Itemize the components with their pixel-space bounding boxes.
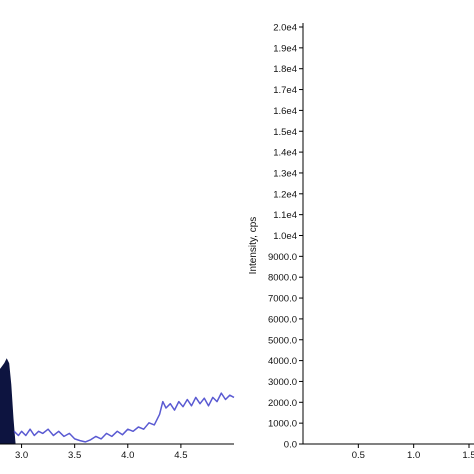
right-y-tick-label: 1000.0 xyxy=(268,419,297,430)
left-x-tick-label: 3.0 xyxy=(15,450,28,461)
left-series-1-line xyxy=(13,392,235,443)
right-y-tick-label: 4000.0 xyxy=(268,356,297,367)
right-y-tick-label: 1.1e4 xyxy=(273,210,297,221)
left-x-tick-label: 4.0 xyxy=(121,450,134,461)
right-y-tick-label: 1.5e4 xyxy=(273,127,297,138)
right-y-tick-label: 7000.0 xyxy=(268,294,297,305)
right-chart-panel: 0.0 1000.0 2000.0 3000.0 4000.0 5000.0 6000.0 7… xyxy=(248,23,474,461)
right-y-tick-label: 9000.0 xyxy=(268,252,297,263)
left-x-tick-label: 4.5 xyxy=(174,450,187,461)
right-y-tick-label: 2000.0 xyxy=(268,398,297,409)
right-y-tick-label: 1.2e4 xyxy=(273,189,297,200)
right-y-tick-label: 2.0e4 xyxy=(273,23,297,34)
right-y-tick-label: 1.6e4 xyxy=(273,106,297,117)
right-x-tick-label: 0.5 xyxy=(352,450,365,461)
right-x-tick-label: 1.0 xyxy=(407,450,420,461)
right-y-tick-label: 5000.0 xyxy=(268,335,297,346)
right-y-tick-label: 8000.0 xyxy=(268,273,297,284)
right-y-axis-title: Intensity, cps xyxy=(248,217,259,275)
left-chart-panel: 3.0 3.5 4.0 4.5 xyxy=(0,358,235,461)
right-x-tick-label: 1.5 xyxy=(462,450,474,461)
right-y-tick-label: 1.9e4 xyxy=(273,43,297,54)
right-y-tick-label: 1.3e4 xyxy=(273,168,297,179)
right-y-tick-label: 1.0e4 xyxy=(273,231,297,242)
right-y-tick-label: 3000.0 xyxy=(268,377,297,388)
right-y-tick-label: 0.0 xyxy=(284,440,297,451)
right-y-tick-label: 1.7e4 xyxy=(273,85,297,96)
right-y-tick-label: 1.4e4 xyxy=(273,148,297,159)
right-y-tick-label: 1.8e4 xyxy=(273,64,297,75)
left-series-0-peak xyxy=(0,358,16,445)
right-y-tick-label: 6000.0 xyxy=(268,314,297,325)
left-x-tick-label: 3.5 xyxy=(68,450,81,461)
